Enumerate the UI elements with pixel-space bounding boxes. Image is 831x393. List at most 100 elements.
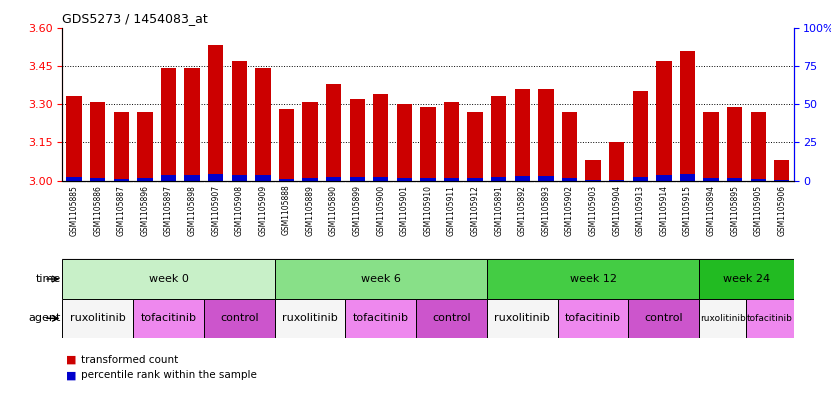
Text: tofacitinib: tofacitinib (747, 314, 793, 323)
Text: agent: agent (28, 313, 61, 323)
Bar (680, 174, 695, 181)
Text: GSM1105900: GSM1105900 (376, 185, 386, 236)
Bar (628, 299, 699, 338)
Bar (346, 299, 416, 338)
Bar (420, 178, 435, 181)
Bar (632, 177, 648, 181)
Text: GSM1105886: GSM1105886 (93, 185, 102, 235)
Bar (90, 178, 106, 181)
Text: GSM1105915: GSM1105915 (683, 185, 692, 236)
Bar (66, 97, 81, 181)
Text: GSM1105914: GSM1105914 (659, 185, 668, 236)
Bar (444, 102, 460, 181)
Bar (538, 176, 553, 181)
Text: control: control (432, 313, 471, 323)
Text: week 0: week 0 (149, 274, 189, 284)
Text: GSM1105887: GSM1105887 (117, 185, 125, 235)
Bar (487, 259, 699, 299)
Text: GDS5273 / 1454083_at: GDS5273 / 1454083_at (62, 12, 208, 25)
Text: GSM1105905: GSM1105905 (754, 185, 763, 236)
Bar (204, 299, 274, 338)
Bar (774, 180, 789, 181)
Text: GSM1105903: GSM1105903 (588, 185, 597, 236)
Text: GSM1105913: GSM1105913 (636, 185, 645, 236)
Bar (114, 112, 129, 181)
Bar (114, 179, 129, 181)
Bar (350, 99, 365, 181)
Bar (90, 102, 106, 181)
Text: control: control (220, 313, 258, 323)
Bar (703, 112, 719, 181)
Text: GSM1105891: GSM1105891 (494, 185, 504, 235)
Bar (562, 178, 578, 181)
Bar (62, 299, 133, 338)
Bar (746, 299, 794, 338)
Bar (373, 94, 388, 181)
Bar (133, 299, 204, 338)
Text: time: time (36, 274, 61, 284)
Bar (514, 89, 530, 181)
Bar (302, 178, 317, 181)
Bar (302, 102, 317, 181)
Text: ruxolitinib: ruxolitinib (494, 313, 550, 323)
Bar (184, 68, 199, 181)
Text: GSM1105889: GSM1105889 (306, 185, 314, 235)
Text: GSM1105899: GSM1105899 (352, 185, 361, 236)
Bar (326, 84, 342, 181)
Text: GSM1105896: GSM1105896 (140, 185, 150, 236)
Text: control: control (645, 313, 683, 323)
Text: GSM1105885: GSM1105885 (70, 185, 79, 235)
Text: GSM1105895: GSM1105895 (730, 185, 739, 236)
Text: GSM1105901: GSM1105901 (400, 185, 409, 236)
Text: ruxolitinib: ruxolitinib (700, 314, 745, 323)
Bar (137, 178, 153, 181)
Bar (703, 178, 719, 181)
Text: GSM1105894: GSM1105894 (706, 185, 715, 236)
Bar (278, 109, 294, 181)
Bar (62, 259, 274, 299)
Bar (585, 160, 601, 181)
Bar (750, 179, 766, 181)
Bar (491, 177, 506, 181)
Bar (727, 107, 742, 181)
Bar (585, 180, 601, 181)
Bar (274, 299, 346, 338)
Text: tofacitinib: tofacitinib (140, 313, 196, 323)
Bar (699, 259, 794, 299)
Text: GSM1105888: GSM1105888 (282, 185, 291, 235)
Bar (208, 46, 224, 181)
Bar (161, 68, 176, 181)
Text: GSM1105908: GSM1105908 (234, 185, 243, 236)
Bar (274, 259, 487, 299)
Bar (538, 89, 553, 181)
Bar (750, 112, 766, 181)
Text: week 12: week 12 (569, 274, 617, 284)
Text: ruxolitinib: ruxolitinib (283, 313, 338, 323)
Bar (727, 178, 742, 181)
Text: ■: ■ (66, 370, 77, 380)
Bar (255, 175, 271, 181)
Text: GSM1105893: GSM1105893 (542, 185, 550, 236)
Bar (609, 143, 624, 181)
Bar (232, 61, 247, 181)
Bar (161, 175, 176, 181)
Text: tofacitinib: tofacitinib (353, 313, 409, 323)
Bar (609, 180, 624, 181)
Text: GSM1105909: GSM1105909 (258, 185, 268, 236)
Bar (656, 175, 671, 181)
Bar (416, 299, 487, 338)
Bar (396, 178, 412, 181)
Bar (656, 61, 671, 181)
Text: GSM1105902: GSM1105902 (565, 185, 574, 236)
Text: ■: ■ (66, 354, 77, 365)
Bar (699, 299, 746, 338)
Text: GSM1105890: GSM1105890 (329, 185, 338, 236)
Bar (184, 175, 199, 181)
Text: transformed count: transformed count (81, 354, 178, 365)
Text: ruxolitinib: ruxolitinib (70, 313, 125, 323)
Text: GSM1105904: GSM1105904 (612, 185, 622, 236)
Bar (420, 107, 435, 181)
Bar (491, 97, 506, 181)
Text: tofacitinib: tofacitinib (565, 313, 621, 323)
Text: week 6: week 6 (361, 274, 401, 284)
